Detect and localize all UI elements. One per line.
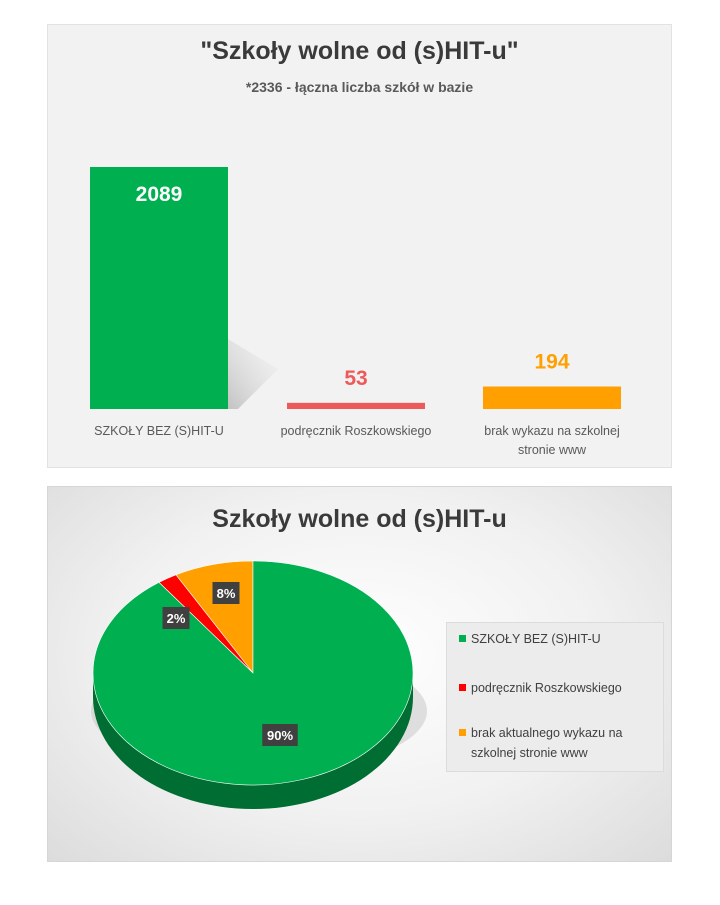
legend-swatch-0 [459, 635, 466, 642]
pie-side-0 [93, 673, 413, 809]
pie-data-label: 2% [167, 611, 186, 626]
pie-slice-0 [92, 560, 414, 786]
pie-chart-title: Szkoły wolne od (s)HIT-u [212, 505, 507, 533]
bar-1 [287, 402, 425, 409]
pie-legend: SZKOŁY BEZ (S)HIT-U podręcznik Roszkowsk… [446, 622, 664, 772]
legend-swatch-2 [459, 729, 466, 736]
legend-label: podręcznik Roszkowskiego [471, 681, 622, 695]
category-label: SZKOŁY BEZ (S)HIT-U [94, 424, 224, 438]
category-label: brak wykazu na szkolnej [484, 424, 619, 438]
legend-item: podręcznik Roszkowskiego [459, 678, 651, 698]
pie-data-label: 8% [217, 586, 236, 601]
pie-data-label-box [212, 582, 240, 604]
bar-chart-subtitle: *2336 - łączna liczba szkół w bazie [245, 79, 474, 95]
pie-data-label: 90% [267, 728, 293, 743]
bar-2 [483, 386, 621, 409]
bar-chart-title: "Szkoły wolne od (s)HIT-u" [200, 37, 519, 65]
bar-value-label: 53 [344, 367, 367, 390]
bar-chart-panel: "Szkoły wolne od (s)HIT-u" *2336 - łączn… [47, 24, 672, 468]
bar-chart-svg: 2089 53 194 SZKOŁY BEZ (S)HIT-U podręcznik R… [90, 167, 621, 457]
bar-0 [90, 167, 228, 409]
pie-chart-svg: 8% 2% 90% [91, 560, 427, 809]
legend-item: SZKOŁY BEZ (S)HIT-U [459, 629, 651, 649]
bar-value-label: 194 [534, 351, 569, 374]
bar-value-label: 2089 [136, 183, 183, 206]
legend-label: brak aktualnego wykazu na szkolnej stron… [471, 726, 623, 760]
pie-data-label-box [162, 607, 190, 629]
pie-data-label-box [262, 724, 298, 746]
legend-item: brak aktualnego wykazu na szkolnej stron… [459, 723, 651, 763]
legend-label: SZKOŁY BEZ (S)HIT-U [471, 632, 601, 646]
category-label: podręcznik Roszkowskiego [281, 424, 432, 438]
legend-swatch-1 [459, 684, 466, 691]
pie-chart-panel: Szkoły wolne od (s)HIT-u 8% 2% 90% SZKOŁY … [47, 486, 672, 862]
category-label: stronie www [518, 443, 587, 457]
bar-shadow [228, 339, 278, 409]
